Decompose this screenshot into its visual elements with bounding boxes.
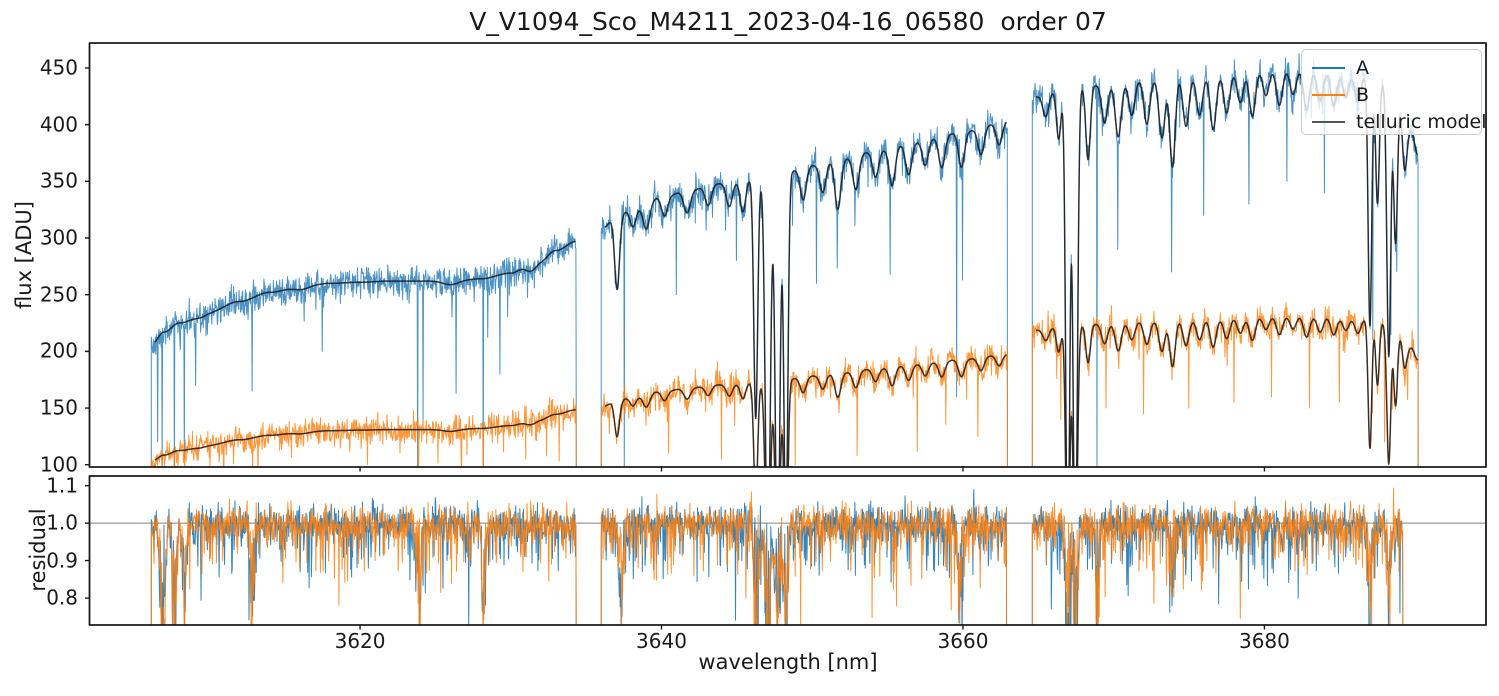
legend-line-telluric-icon: [1312, 120, 1345, 124]
legend-item-A: A: [1312, 55, 1481, 81]
legend-label-B: B: [1356, 83, 1370, 106]
legend-line-A-icon: [1312, 66, 1345, 70]
wavelength-axis-label: wavelength [nm]: [698, 650, 878, 674]
residual-ytick-label-3: 0.8: [46, 585, 78, 610]
legend-line-B-icon: [1312, 93, 1345, 97]
flux-ytick-label-5: 200: [39, 338, 78, 363]
legend-item-B: B: [1312, 82, 1481, 108]
xtick-label-2: 3660: [937, 629, 989, 653]
flux-ytick-label-6: 150: [39, 395, 78, 420]
residual-ytick-label-1: 1.0: [46, 510, 78, 535]
flux-ytick-label-0: 450: [39, 55, 78, 80]
residual-ytick-label-0: 1.1: [46, 473, 78, 498]
flux-ytick-label-1: 400: [39, 112, 78, 137]
flux-ytick-label-4: 250: [39, 282, 78, 307]
xtick-label-0: 3620: [334, 629, 386, 653]
residual-ytick-label-2: 0.9: [46, 548, 78, 573]
legend-label-telluric: telluric model: [1356, 110, 1487, 133]
flux-ytick-label-7: 100: [39, 452, 78, 477]
legend: A B telluric model: [1301, 49, 1486, 135]
xtick-label-3: 3680: [1238, 629, 1290, 653]
flux-ytick-label-2: 350: [39, 168, 78, 193]
legend-label-A: A: [1356, 56, 1369, 79]
legend-item-telluric-model: telluric model: [1312, 109, 1486, 135]
xtick-label-1: 3640: [636, 629, 687, 653]
flux-ytick-label-3: 300: [39, 225, 78, 250]
flux-axis-label: flux [ADU]: [12, 201, 36, 309]
chart-title: V_V1094_Sco_M4211_2023-04-16_06580 order…: [469, 7, 1107, 36]
